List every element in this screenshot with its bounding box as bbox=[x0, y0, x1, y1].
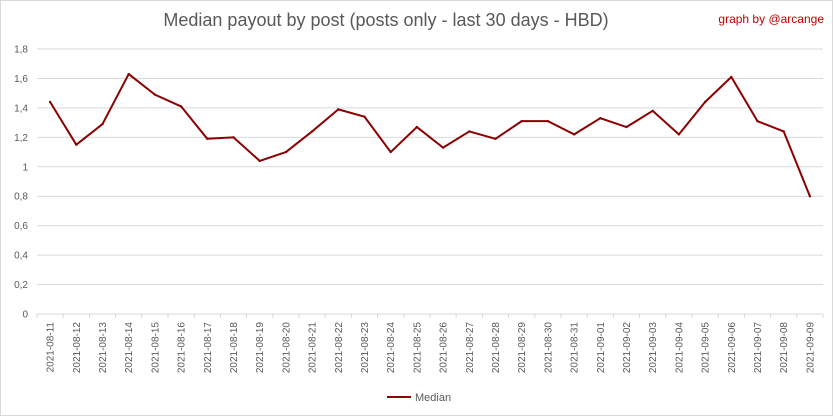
data-point bbox=[677, 133, 681, 136]
data-point bbox=[441, 146, 445, 149]
data-point bbox=[703, 100, 707, 104]
data-point bbox=[206, 137, 209, 141]
x-tick-label: 2021-08-29 bbox=[517, 322, 528, 374]
x-tick-label: 2021-09-04 bbox=[674, 322, 685, 374]
series-line-median bbox=[49, 73, 811, 198]
x-tick-label: 2021-08-28 bbox=[491, 322, 502, 374]
y-tick-label: 1,2 bbox=[14, 133, 28, 144]
data-point bbox=[756, 119, 759, 123]
data-point bbox=[389, 150, 392, 154]
data-point bbox=[599, 116, 602, 120]
data-point bbox=[546, 119, 550, 123]
data-point bbox=[310, 130, 314, 133]
x-tick-label: 2021-08-20 bbox=[281, 322, 292, 374]
data-point bbox=[101, 122, 104, 126]
x-tick-label: 2021-08-11 bbox=[46, 322, 57, 373]
data-point bbox=[782, 130, 785, 133]
x-tick-label: 2021-08-30 bbox=[543, 322, 554, 374]
x-tick-label: 2021-08-25 bbox=[412, 322, 423, 374]
y-tick-label: 0,4 bbox=[14, 251, 28, 262]
x-tick-label: 2021-08-14 bbox=[124, 322, 135, 374]
data-point bbox=[625, 125, 628, 129]
chart-title: Median payout by post (posts only - last… bbox=[163, 10, 609, 30]
x-tick-label: 2021-08-12 bbox=[72, 322, 83, 374]
data-point bbox=[415, 125, 419, 129]
x-tick-label: 2021-09-02 bbox=[622, 322, 633, 374]
y-tick-label: 0,2 bbox=[14, 280, 28, 291]
x-tick-label: 2021-09-07 bbox=[753, 322, 764, 374]
data-point bbox=[572, 133, 576, 136]
legend-label: Median bbox=[415, 392, 451, 404]
data-point bbox=[232, 136, 235, 139]
chart-credit: graph by @arcange bbox=[718, 12, 824, 26]
y-tick-label: 1,4 bbox=[14, 103, 28, 114]
y-tick-label: 0,8 bbox=[14, 192, 28, 203]
data-point bbox=[651, 109, 654, 113]
x-tick-label: 2021-08-18 bbox=[229, 322, 240, 374]
x-tick-label: 2021-08-21 bbox=[308, 322, 319, 374]
x-tick-label: 2021-09-03 bbox=[648, 322, 659, 374]
x-tick-label: 2021-08-26 bbox=[439, 322, 450, 374]
data-point bbox=[468, 130, 471, 133]
x-tick-label: 2021-08-16 bbox=[177, 322, 188, 374]
data-point bbox=[520, 119, 523, 123]
data-point bbox=[284, 150, 288, 154]
data-point bbox=[127, 72, 130, 76]
x-tick-label: 2021-08-24 bbox=[386, 322, 397, 374]
data-point bbox=[808, 195, 812, 198]
data-point bbox=[179, 105, 183, 108]
data-point bbox=[153, 93, 157, 96]
data-point bbox=[363, 115, 366, 118]
y-tick-label: 1 bbox=[22, 162, 28, 173]
x-tick-label: 2021-08-22 bbox=[334, 322, 345, 374]
y-tick-label: 0 bbox=[22, 310, 28, 321]
y-tick-label: 0,6 bbox=[14, 221, 28, 232]
x-tick-label: 2021-09-06 bbox=[727, 322, 738, 374]
x-tick-label: 2021-08-27 bbox=[465, 322, 476, 374]
x-tick-label: 2021-09-05 bbox=[701, 322, 712, 374]
data-point bbox=[48, 100, 52, 104]
x-tick-label: 2021-08-15 bbox=[150, 322, 161, 374]
data-point bbox=[337, 108, 340, 111]
x-tick-label: 2021-08-23 bbox=[360, 322, 371, 374]
x-tick-label: 2021-08-17 bbox=[203, 322, 214, 374]
data-point bbox=[730, 75, 733, 79]
x-tick-label: 2021-09-09 bbox=[805, 322, 816, 374]
y-tick-label: 1,6 bbox=[14, 74, 28, 85]
data-point bbox=[75, 143, 78, 146]
data-point bbox=[258, 159, 261, 163]
x-tick-label: 2021-09-01 bbox=[596, 322, 607, 374]
x-tick-label: 2021-08-19 bbox=[255, 322, 266, 374]
data-point bbox=[494, 137, 497, 141]
x-tick-label: 2021-08-31 bbox=[570, 322, 581, 374]
x-tick-label: 2021-09-08 bbox=[779, 322, 790, 374]
y-tick-label: 1,8 bbox=[14, 45, 28, 56]
x-tick-label: 2021-08-13 bbox=[98, 322, 109, 374]
